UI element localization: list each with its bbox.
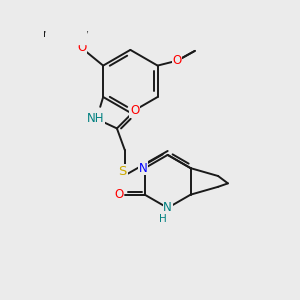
- Text: O: O: [115, 188, 124, 201]
- Text: NH: NH: [87, 112, 104, 125]
- Text: N: N: [138, 162, 147, 175]
- Text: O: O: [172, 54, 182, 67]
- Text: O: O: [77, 41, 86, 54]
- Text: O: O: [130, 104, 139, 117]
- Text: S: S: [118, 165, 127, 178]
- Text: methoxy: methoxy: [43, 29, 88, 39]
- Text: H: H: [159, 214, 166, 224]
- Text: N: N: [163, 201, 172, 214]
- Text: O: O: [77, 41, 86, 54]
- Text: O: O: [172, 54, 182, 67]
